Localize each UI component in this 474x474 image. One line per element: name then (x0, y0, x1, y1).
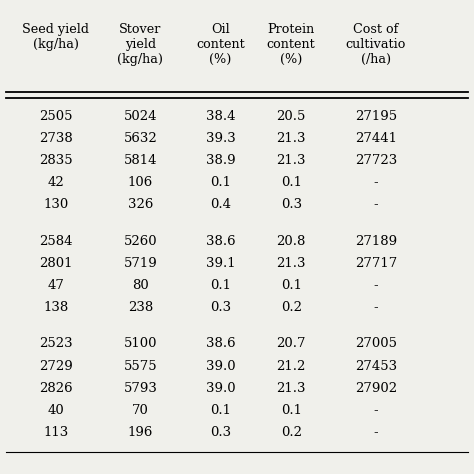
Text: 113: 113 (43, 426, 68, 439)
Text: 2505: 2505 (39, 110, 73, 123)
Text: 40: 40 (47, 404, 64, 417)
Text: Oil
content
(%): Oil content (%) (196, 23, 245, 65)
Text: 21.3: 21.3 (276, 132, 306, 145)
Text: 27723: 27723 (355, 154, 397, 167)
Text: Protein
content
(%): Protein content (%) (267, 23, 316, 65)
Text: 2729: 2729 (39, 359, 73, 373)
Text: 5719: 5719 (124, 257, 157, 270)
Text: 5575: 5575 (124, 359, 157, 373)
Text: 27005: 27005 (355, 337, 397, 350)
Text: 27453: 27453 (355, 359, 397, 373)
Text: 80: 80 (132, 279, 149, 292)
Text: 2738: 2738 (39, 132, 73, 145)
Text: 106: 106 (128, 176, 153, 189)
Text: 0.4: 0.4 (210, 198, 231, 211)
Text: -: - (374, 176, 378, 189)
Text: 0.1: 0.1 (210, 279, 231, 292)
Text: 5260: 5260 (124, 235, 157, 247)
Text: 27441: 27441 (355, 132, 397, 145)
Text: 0.1: 0.1 (281, 176, 301, 189)
Text: 0.1: 0.1 (281, 279, 301, 292)
Text: 47: 47 (47, 279, 64, 292)
Text: 130: 130 (43, 198, 68, 211)
Text: 0.3: 0.3 (281, 198, 302, 211)
Text: 27717: 27717 (355, 257, 397, 270)
Text: 0.1: 0.1 (281, 404, 301, 417)
Text: 39.0: 39.0 (206, 359, 235, 373)
Text: 20.8: 20.8 (276, 235, 306, 247)
Text: 5814: 5814 (124, 154, 157, 167)
Text: -: - (374, 426, 378, 439)
Text: 70: 70 (132, 404, 149, 417)
Text: -: - (374, 301, 378, 314)
Text: 21.3: 21.3 (276, 154, 306, 167)
Text: 39.1: 39.1 (206, 257, 235, 270)
Text: 0.2: 0.2 (281, 426, 301, 439)
Text: 27902: 27902 (355, 382, 397, 395)
Text: 21.2: 21.2 (276, 359, 306, 373)
Text: 5024: 5024 (124, 110, 157, 123)
Text: 38.6: 38.6 (206, 337, 235, 350)
Text: 42: 42 (47, 176, 64, 189)
Text: 39.3: 39.3 (206, 132, 236, 145)
Text: 38.4: 38.4 (206, 110, 235, 123)
Text: 2584: 2584 (39, 235, 73, 247)
Text: 38.6: 38.6 (206, 235, 235, 247)
Text: 2826: 2826 (39, 382, 73, 395)
Text: 2835: 2835 (39, 154, 73, 167)
Text: 27189: 27189 (355, 235, 397, 247)
Text: 0.1: 0.1 (210, 176, 231, 189)
Text: 5793: 5793 (123, 382, 157, 395)
Text: 38.9: 38.9 (206, 154, 235, 167)
Text: 326: 326 (128, 198, 153, 211)
Text: 0.3: 0.3 (210, 426, 231, 439)
Text: 196: 196 (128, 426, 153, 439)
Text: 27195: 27195 (355, 110, 397, 123)
Text: 39.0: 39.0 (206, 382, 235, 395)
Text: 20.5: 20.5 (276, 110, 306, 123)
Text: 2801: 2801 (39, 257, 73, 270)
Text: 5100: 5100 (124, 337, 157, 350)
Text: 0.3: 0.3 (210, 301, 231, 314)
Text: -: - (374, 198, 378, 211)
Text: 0.2: 0.2 (281, 301, 301, 314)
Text: Seed yield
(kg/ha): Seed yield (kg/ha) (22, 23, 89, 51)
Text: 138: 138 (43, 301, 68, 314)
Text: 5632: 5632 (124, 132, 157, 145)
Text: 21.3: 21.3 (276, 257, 306, 270)
Text: 0.1: 0.1 (210, 404, 231, 417)
Text: 238: 238 (128, 301, 153, 314)
Text: -: - (374, 404, 378, 417)
Text: Stover
yield
(kg/ha): Stover yield (kg/ha) (118, 23, 164, 65)
Text: Cost of
cultivatio
(/ha): Cost of cultivatio (/ha) (346, 23, 406, 65)
Text: -: - (374, 279, 378, 292)
Text: 20.7: 20.7 (276, 337, 306, 350)
Text: 21.3: 21.3 (276, 382, 306, 395)
Text: 2523: 2523 (39, 337, 73, 350)
